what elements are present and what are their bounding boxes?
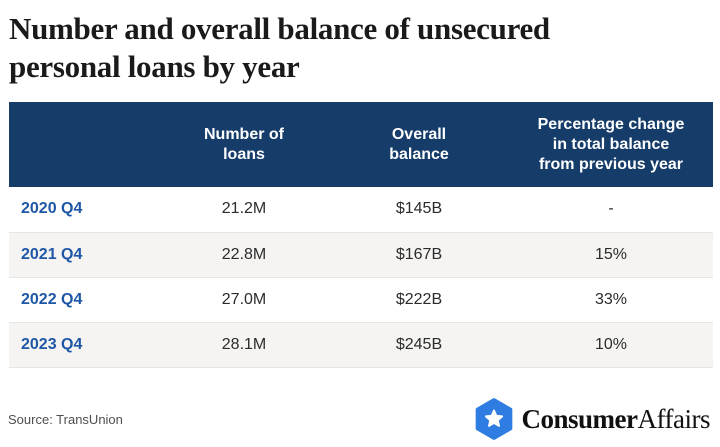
table-row: 2021 Q4 22.8M $167B 15%	[9, 232, 713, 278]
balance-cell: $222B	[329, 277, 509, 323]
balance-cell: $167B	[329, 232, 509, 278]
header-overall-balance: Overall balance	[329, 102, 509, 187]
header-row: Number of loans Overall balance Percenta…	[9, 102, 713, 187]
logo-affairs: Affairs	[637, 403, 711, 434]
table-header: Number of loans Overall balance Percenta…	[9, 102, 713, 187]
change-cell: 15%	[509, 232, 713, 278]
loans-cell: 21.2M	[159, 187, 329, 233]
loans-cell: 28.1M	[159, 322, 329, 368]
change-cell: -	[509, 187, 713, 233]
table-row: 2022 Q4 27.0M $222B 33%	[9, 277, 713, 323]
balance-cell: $245B	[329, 322, 509, 368]
balance-cell: $145B	[329, 187, 509, 233]
year-cell: 2021 Q4	[9, 232, 159, 278]
loans-table: Number of loans Overall balance Percenta…	[9, 102, 713, 368]
change-cell: 33%	[509, 277, 713, 323]
change-cell: 10%	[509, 322, 713, 368]
table-row: 2020 Q4 21.2M $145B -	[9, 187, 713, 233]
header-percentage-change: Percentage change in total balance from …	[509, 102, 713, 187]
loans-cell: 22.8M	[159, 232, 329, 278]
logo-wordmark: ConsumerAffairs	[521, 403, 711, 435]
footer: Source: TransUnion ConsumerAffairs	[8, 396, 711, 442]
consumeraffairs-logo: ConsumerAffairs	[475, 398, 711, 440]
header-year	[9, 102, 159, 187]
logo-consumer: Consumer	[521, 403, 639, 434]
star-icon	[484, 409, 503, 427]
year-cell: 2022 Q4	[9, 277, 159, 323]
table-body: 2020 Q4 21.2M $145B - 2021 Q4 22.8M $167…	[9, 187, 713, 368]
loans-cell: 27.0M	[159, 277, 329, 323]
star-hexagon-icon	[475, 398, 512, 440]
page-title: Number and overall balance of unsecured …	[9, 11, 550, 84]
source-attribution: Source: TransUnion	[8, 411, 123, 427]
header-number-of-loans: Number of loans	[159, 102, 329, 187]
year-cell: 2023 Q4	[9, 322, 159, 368]
table-row: 2023 Q4 28.1M $245B 10%	[9, 322, 713, 368]
year-cell: 2020 Q4	[9, 187, 159, 233]
